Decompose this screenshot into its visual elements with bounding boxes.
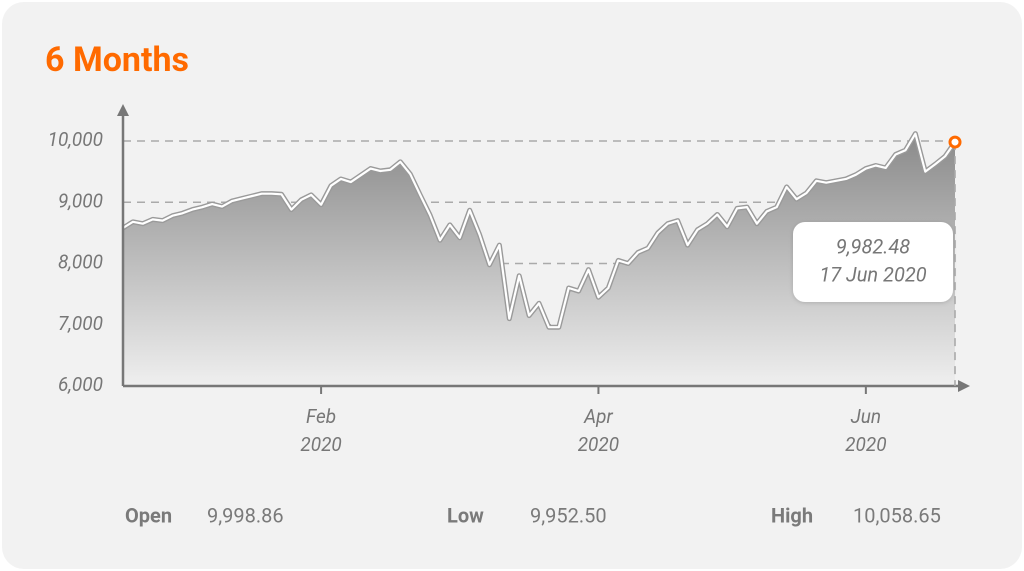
chart-title: 6 Months [45, 40, 189, 80]
x-tick-label: Apr 2020 [578, 405, 619, 456]
stat-value: 10,058.65 [853, 503, 941, 527]
stat-value: 9,998.86 [207, 503, 284, 527]
stat-label: Open [125, 503, 172, 527]
area-fill [123, 133, 955, 386]
plot: 6,000 7,000 8,000 9,000 10,000 Feb 2020 Apr 2020… [48, 104, 970, 456]
x-axis-arrow [958, 380, 970, 392]
x-tick-label: Jun 2020 [845, 405, 886, 456]
y-tick-label: 6,000 [58, 373, 103, 396]
stat-label: High [771, 503, 813, 527]
tooltip-date: 17 Jun 2020 [819, 262, 926, 286]
stat-value: 9,952.50 [530, 503, 607, 527]
y-tick-label: 7,000 [58, 312, 103, 335]
last-point [948, 135, 962, 149]
y-tick-label: 9,000 [58, 189, 103, 212]
x-tick-label: Feb 2020 [300, 405, 341, 456]
y-tick-label: 10,000 [48, 128, 103, 151]
y-axis-arrow [117, 104, 129, 116]
y-tick-label: 8,000 [58, 251, 103, 274]
line [122, 132, 956, 329]
stat-label: Low [447, 503, 484, 527]
tooltip-box [793, 222, 953, 302]
tooltip-value: 9,982.48 [836, 234, 910, 258]
